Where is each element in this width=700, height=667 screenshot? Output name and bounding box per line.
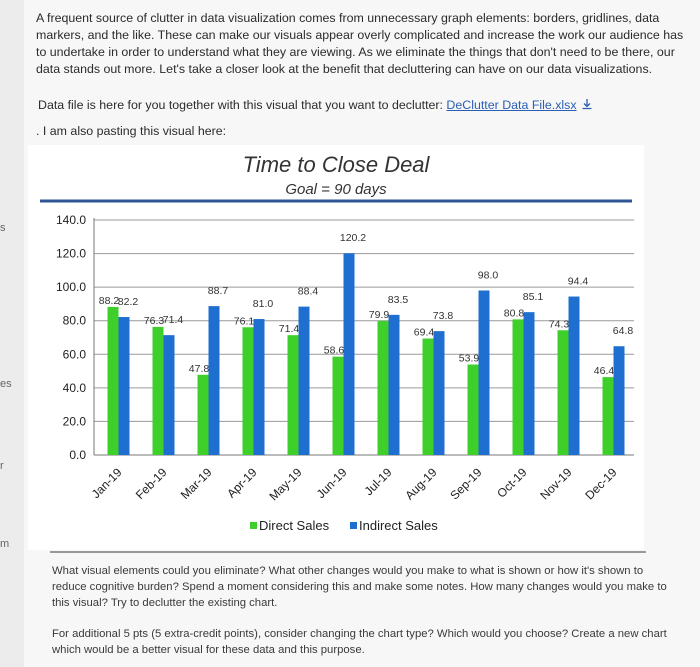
data-label: 98.0 [478,270,499,282]
x-tick-label: Mar-19 [178,465,215,502]
x-tick-label: Dec-19 [582,465,619,502]
bar-direct-sales [107,306,119,455]
bar-indirect-sales [118,317,130,455]
question-1: What visual elements could you eliminate… [52,565,667,609]
bar-indirect-sales [163,335,175,455]
chart-image: Time to Close Deal Goal = 90 days 0.0 20.0 4… [28,145,644,550]
bar-indirect-sales [613,346,625,455]
data-label: 74.3 [549,318,570,330]
question-2: For additional 5 pts (5 extra-credit poi… [52,628,667,656]
y-tick-label: 20.0 [63,414,87,428]
data-label: 76.1 [234,315,255,327]
y-tick-label: 120.0 [56,247,86,261]
y-tick-label: 80.0 [63,314,87,328]
bar-direct-sales [422,338,434,455]
data-label: 79.9 [369,309,390,321]
data-label: 73.8 [433,310,454,322]
file-line-prefix: Data file is here for you together with … [38,98,447,112]
bar-indirect-sales [298,306,310,455]
sidebar-fragment: m [0,538,10,550]
legend-label: Direct Sales [259,518,330,533]
x-tick-label: Jan-19 [89,465,125,501]
bar-indirect-sales [568,296,580,455]
bar-direct-sales [512,319,524,455]
x-tick-label: Sep-19 [447,465,484,502]
data-label: 47.8 [189,363,210,375]
bar-indirect-sales [478,290,490,455]
x-tick-label: Nov-19 [537,465,574,502]
data-label: 88.4 [298,286,319,298]
x-tick-label: Aug-19 [402,465,439,502]
x-tick-label: Oct-19 [494,465,530,501]
data-label: 69.4 [414,327,435,339]
y-tick-label: 140.0 [56,213,86,227]
bar-direct-sales [152,326,164,455]
data-label: 120.2 [340,232,366,244]
y-tick-label: 100.0 [56,280,86,294]
data-label: 83.5 [388,294,409,306]
sidebar-strip: s es r m [0,0,24,667]
bar-indirect-sales [523,312,535,455]
x-tick-label: Apr-19 [224,465,260,501]
bar-direct-sales [197,374,209,455]
x-tick-label: Jul-19 [362,465,395,498]
bar-direct-sales [467,364,479,455]
bar-direct-sales [377,320,389,455]
bar-direct-sales [242,327,254,455]
data-label: 46.4 [594,365,615,377]
legend-swatch [350,522,357,529]
data-file-link[interactable]: DeClutter Data File.xlsx [446,98,577,112]
chart-subtitle: Goal = 90 days [285,181,387,198]
data-label: 85.1 [523,291,544,303]
data-label: 88.2 [99,295,120,307]
bar-indirect-sales [343,253,355,455]
x-tick-label: Jun-19 [314,465,350,501]
x-tick-label: Feb-19 [133,465,170,502]
bar-direct-sales [557,330,569,455]
sidebar-fragment: s [0,222,6,234]
data-label: 80.8 [504,307,525,319]
divider [50,551,646,553]
bar-direct-sales [287,335,299,455]
bar-direct-sales [332,356,344,455]
intro-paragraph: A frequent source of clutter in data vis… [36,11,684,76]
bar-indirect-sales [208,306,220,455]
bar-indirect-sales [388,314,400,455]
data-label: 94.4 [568,276,589,288]
data-label: 76.3 [144,315,165,327]
file-line: Data file is here for you together with … [38,98,593,112]
paste-line: . I am also pasting this visual here: [36,124,227,138]
bar-chart: Time to Close Deal Goal = 90 days 0.0 20.0 4… [40,152,634,533]
data-label: 82.2 [118,296,139,308]
sidebar-fragment: es [0,378,12,390]
sidebar-fragment: r [0,460,4,472]
bar-indirect-sales [253,319,265,455]
y-tick-label: 60.0 [63,347,87,361]
y-tick-label: 0.0 [69,448,86,462]
data-label: 58.6 [324,345,345,357]
data-label: 71.4 [279,323,300,335]
data-label: 81.0 [253,298,274,310]
bar-indirect-sales [433,331,445,455]
y-tick-label: 40.0 [63,381,87,395]
chart-title: Time to Close Deal [243,152,431,177]
data-label: 53.9 [459,353,480,365]
x-tick-label: May-19 [266,465,304,503]
download-icon[interactable] [581,98,593,110]
data-label: 88.7 [208,285,229,297]
bar-direct-sales [602,377,614,455]
legend-label: Indirect Sales [359,518,438,533]
data-label: 64.8 [613,325,634,337]
legend-swatch [250,522,257,529]
data-label: 71.4 [163,314,184,326]
